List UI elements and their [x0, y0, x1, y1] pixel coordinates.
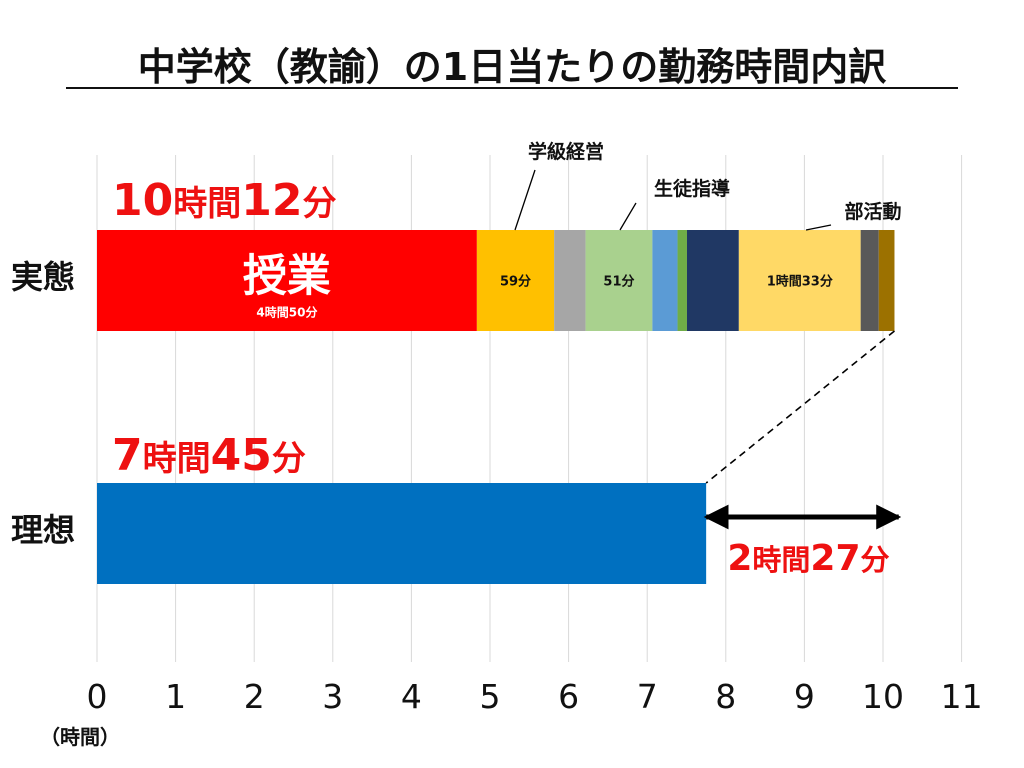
bar-segment-0-3 [585, 230, 653, 331]
x-tick-6: 6 [558, 677, 579, 716]
bar-segment-0-7 [738, 230, 861, 331]
x-tick-1: 1 [165, 677, 186, 716]
x-axis-ticks: 0 1 2 3 4 5 6 7 8 9 10 11 [87, 677, 983, 716]
callout-line-7 [805, 224, 832, 231]
x-tick-3: 3 [322, 677, 343, 716]
segment-value-label-1: 59分 [500, 274, 531, 290]
x-tick-7: 7 [637, 677, 658, 716]
difference-label: 2時間27分 [727, 538, 889, 579]
bar-segment-0-2 [554, 230, 586, 331]
bars [97, 230, 895, 584]
total-label-1: 7時間45分 [112, 430, 306, 481]
x-tick-11: 11 [941, 677, 983, 716]
category-label-1: 理想 [11, 511, 75, 549]
callout-line-2 [514, 169, 536, 231]
segment-value-label-3: 51分 [603, 274, 634, 290]
callout-label-2: 学級経営 [528, 140, 604, 163]
category-label-0: 実態 [11, 258, 75, 296]
connector-dashed-line [705, 330, 895, 484]
x-tick-0: 0 [87, 677, 108, 716]
bar-segment-0-1 [476, 230, 555, 331]
segment-value-label-0: 4時間50分 [256, 305, 317, 320]
x-tick-10: 10 [862, 677, 904, 716]
callout-label-3: 生徒指導 [654, 177, 730, 200]
chart-title: 中学校（教諭）の1日当たりの勤務時間内訳 [138, 45, 886, 89]
callout-line-3 [619, 202, 637, 231]
bar-segment-0-8 [860, 230, 879, 331]
x-tick-5: 5 [480, 677, 501, 716]
bar-segment-0-5 [677, 230, 687, 331]
x-tick-2: 2 [244, 677, 265, 716]
bar-segment-0-4 [652, 230, 678, 331]
callout-label-7: 部活動 [844, 200, 901, 223]
total-label-0: 10時間12分 [112, 175, 336, 226]
segment-value-label-7: 1時間33分 [767, 274, 833, 290]
x-tick-8: 8 [715, 677, 736, 716]
x-tick-9: 9 [794, 677, 815, 716]
x-axis-label: （時間） [40, 725, 120, 749]
x-tick-4: 4 [401, 677, 422, 716]
bar-segment-0-9 [878, 230, 895, 331]
bar-segment-0-0 [97, 230, 477, 331]
bar-segment-1-10 [97, 483, 707, 584]
segment-name-0: 授業 [243, 251, 331, 302]
bar-segment-0-6 [686, 230, 739, 331]
